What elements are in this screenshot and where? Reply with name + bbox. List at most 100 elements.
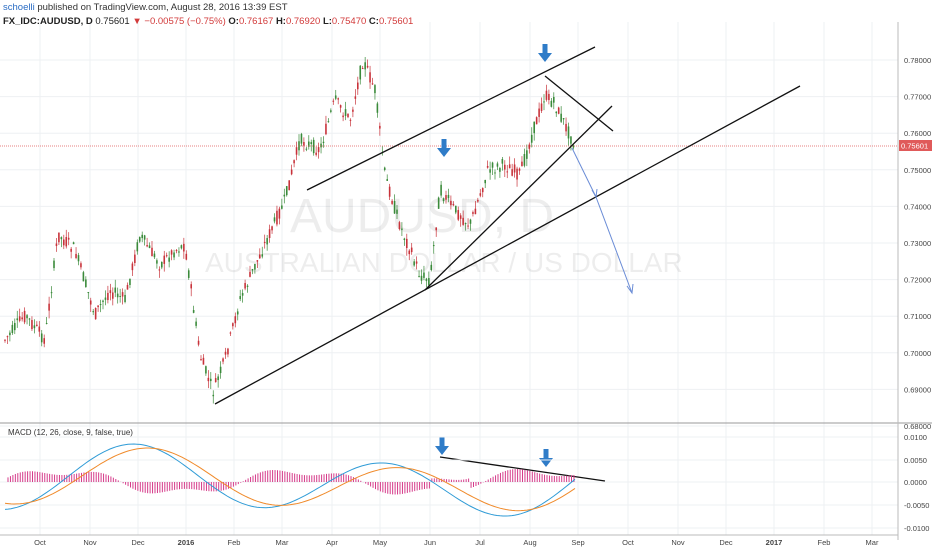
candle-body [290, 169, 293, 175]
candle-body [489, 169, 491, 173]
low-label: L: [322, 16, 332, 27]
candle-body [398, 222, 401, 230]
candle-body [82, 272, 85, 282]
candle-body [496, 163, 499, 167]
candle-body [212, 394, 215, 397]
candle-body [455, 205, 457, 213]
candle-body [99, 304, 102, 306]
candle-body [303, 142, 305, 146]
candle-body [109, 290, 112, 294]
candle-body [293, 160, 295, 164]
candle-body [175, 250, 178, 252]
candle-body [418, 275, 420, 277]
candle-body [464, 223, 467, 225]
trend-line [306, 46, 596, 191]
candle-body [469, 219, 472, 224]
candle-body [320, 143, 322, 148]
candle-body [555, 111, 558, 114]
candle-body [516, 168, 518, 180]
time-tick-label: 2017 [766, 538, 783, 547]
candle-body [11, 324, 14, 334]
candle-body [53, 260, 55, 269]
candle-body [513, 164, 516, 173]
price-tick-label: 0.75000 [904, 166, 931, 175]
macd-tick-label: -0.0050 [904, 501, 929, 510]
candle-body [180, 245, 183, 249]
candle-body [40, 333, 43, 343]
author-link[interactable]: schoelli [3, 2, 35, 13]
candle-body [85, 279, 87, 287]
candle-body [104, 297, 107, 300]
candle-body [273, 217, 276, 222]
candle-body [530, 134, 533, 143]
candle-body [124, 294, 126, 303]
macd-trend-line [439, 456, 606, 482]
candle-body [459, 215, 462, 219]
candle-body [386, 179, 388, 181]
watermark-name: AUSTRALIAN DOLLAR / US DOLLAR [205, 247, 683, 278]
candle-body [138, 237, 141, 242]
projection-line [595, 196, 633, 294]
macd-tick-label: 0.0050 [904, 456, 927, 465]
time-tick-label: Apr [326, 538, 338, 547]
candle-body [413, 261, 415, 266]
trend-lines [214, 46, 801, 482]
candle-body [543, 101, 545, 103]
candle-body [43, 338, 45, 344]
candle-body [432, 244, 435, 247]
macd-tick-label: 0.0000 [904, 478, 927, 487]
candle-body [9, 332, 11, 336]
candle-body [259, 254, 261, 259]
time-axis[interactable]: Oct Nov Dec 2016 Feb Mar Apr May Jun Jul Aug Sep Oct… [0, 534, 898, 547]
candle-body [256, 260, 259, 262]
price-axis[interactable]: 0.78000 0.77000 0.76000 0.75000 0.74000 0.730… [897, 22, 931, 540]
candle-body [506, 171, 509, 173]
symbol-name[interactable]: FX_IDC:AUDUSD, D [3, 16, 93, 27]
candle-body [89, 300, 92, 305]
time-tick-label: Dec [719, 538, 733, 547]
candle-body [224, 351, 227, 355]
macd-tick-label: 0.0100 [904, 433, 927, 442]
symbol-header: FX_IDC:AUDUSD, D 0.75601 ▼ −0.00575 (−0.… [3, 16, 413, 27]
candle-body [131, 263, 134, 271]
candle-body [268, 229, 271, 239]
candle-body [332, 100, 335, 102]
candle-body [312, 139, 315, 154]
candle-body [58, 232, 60, 243]
candle-body [263, 241, 266, 244]
candle-body [352, 109, 354, 112]
candle-body [200, 359, 202, 361]
candle-body [315, 152, 317, 155]
candle-body [232, 323, 234, 327]
candle-body [361, 68, 364, 70]
candle-body [195, 321, 197, 326]
candle-body [467, 225, 469, 227]
candle-body [207, 377, 210, 382]
candle-body [310, 142, 313, 145]
candle-body [214, 378, 217, 383]
price-change: ▼ −0.00575 (−0.75%) [132, 16, 226, 27]
candle-body [246, 285, 249, 287]
candle-body [187, 270, 190, 278]
candle-body [553, 96, 555, 103]
symbol-watermark: AUDUSD, D AUSTRALIAN DOLLAR / US DOLLAR [205, 190, 683, 278]
arrow-shape [437, 139, 451, 157]
watermark-symbol: AUDUSD, D [290, 190, 554, 243]
candle-body [285, 186, 288, 196]
trend-line [214, 85, 801, 405]
candle-body [67, 237, 70, 240]
candle-body [165, 255, 168, 257]
candle-body [75, 253, 77, 259]
open-value: 0.76167 [238, 16, 274, 27]
candle-body [102, 300, 104, 303]
candle-body [65, 237, 68, 247]
candle-body [481, 188, 484, 193]
candle-body [217, 376, 219, 381]
candle-body [295, 147, 298, 155]
macd-tick-label: -0.0100 [904, 524, 929, 533]
candle-body [227, 348, 229, 355]
candle-body [249, 271, 251, 277]
candle-body [474, 208, 477, 215]
candle-body [357, 82, 359, 90]
